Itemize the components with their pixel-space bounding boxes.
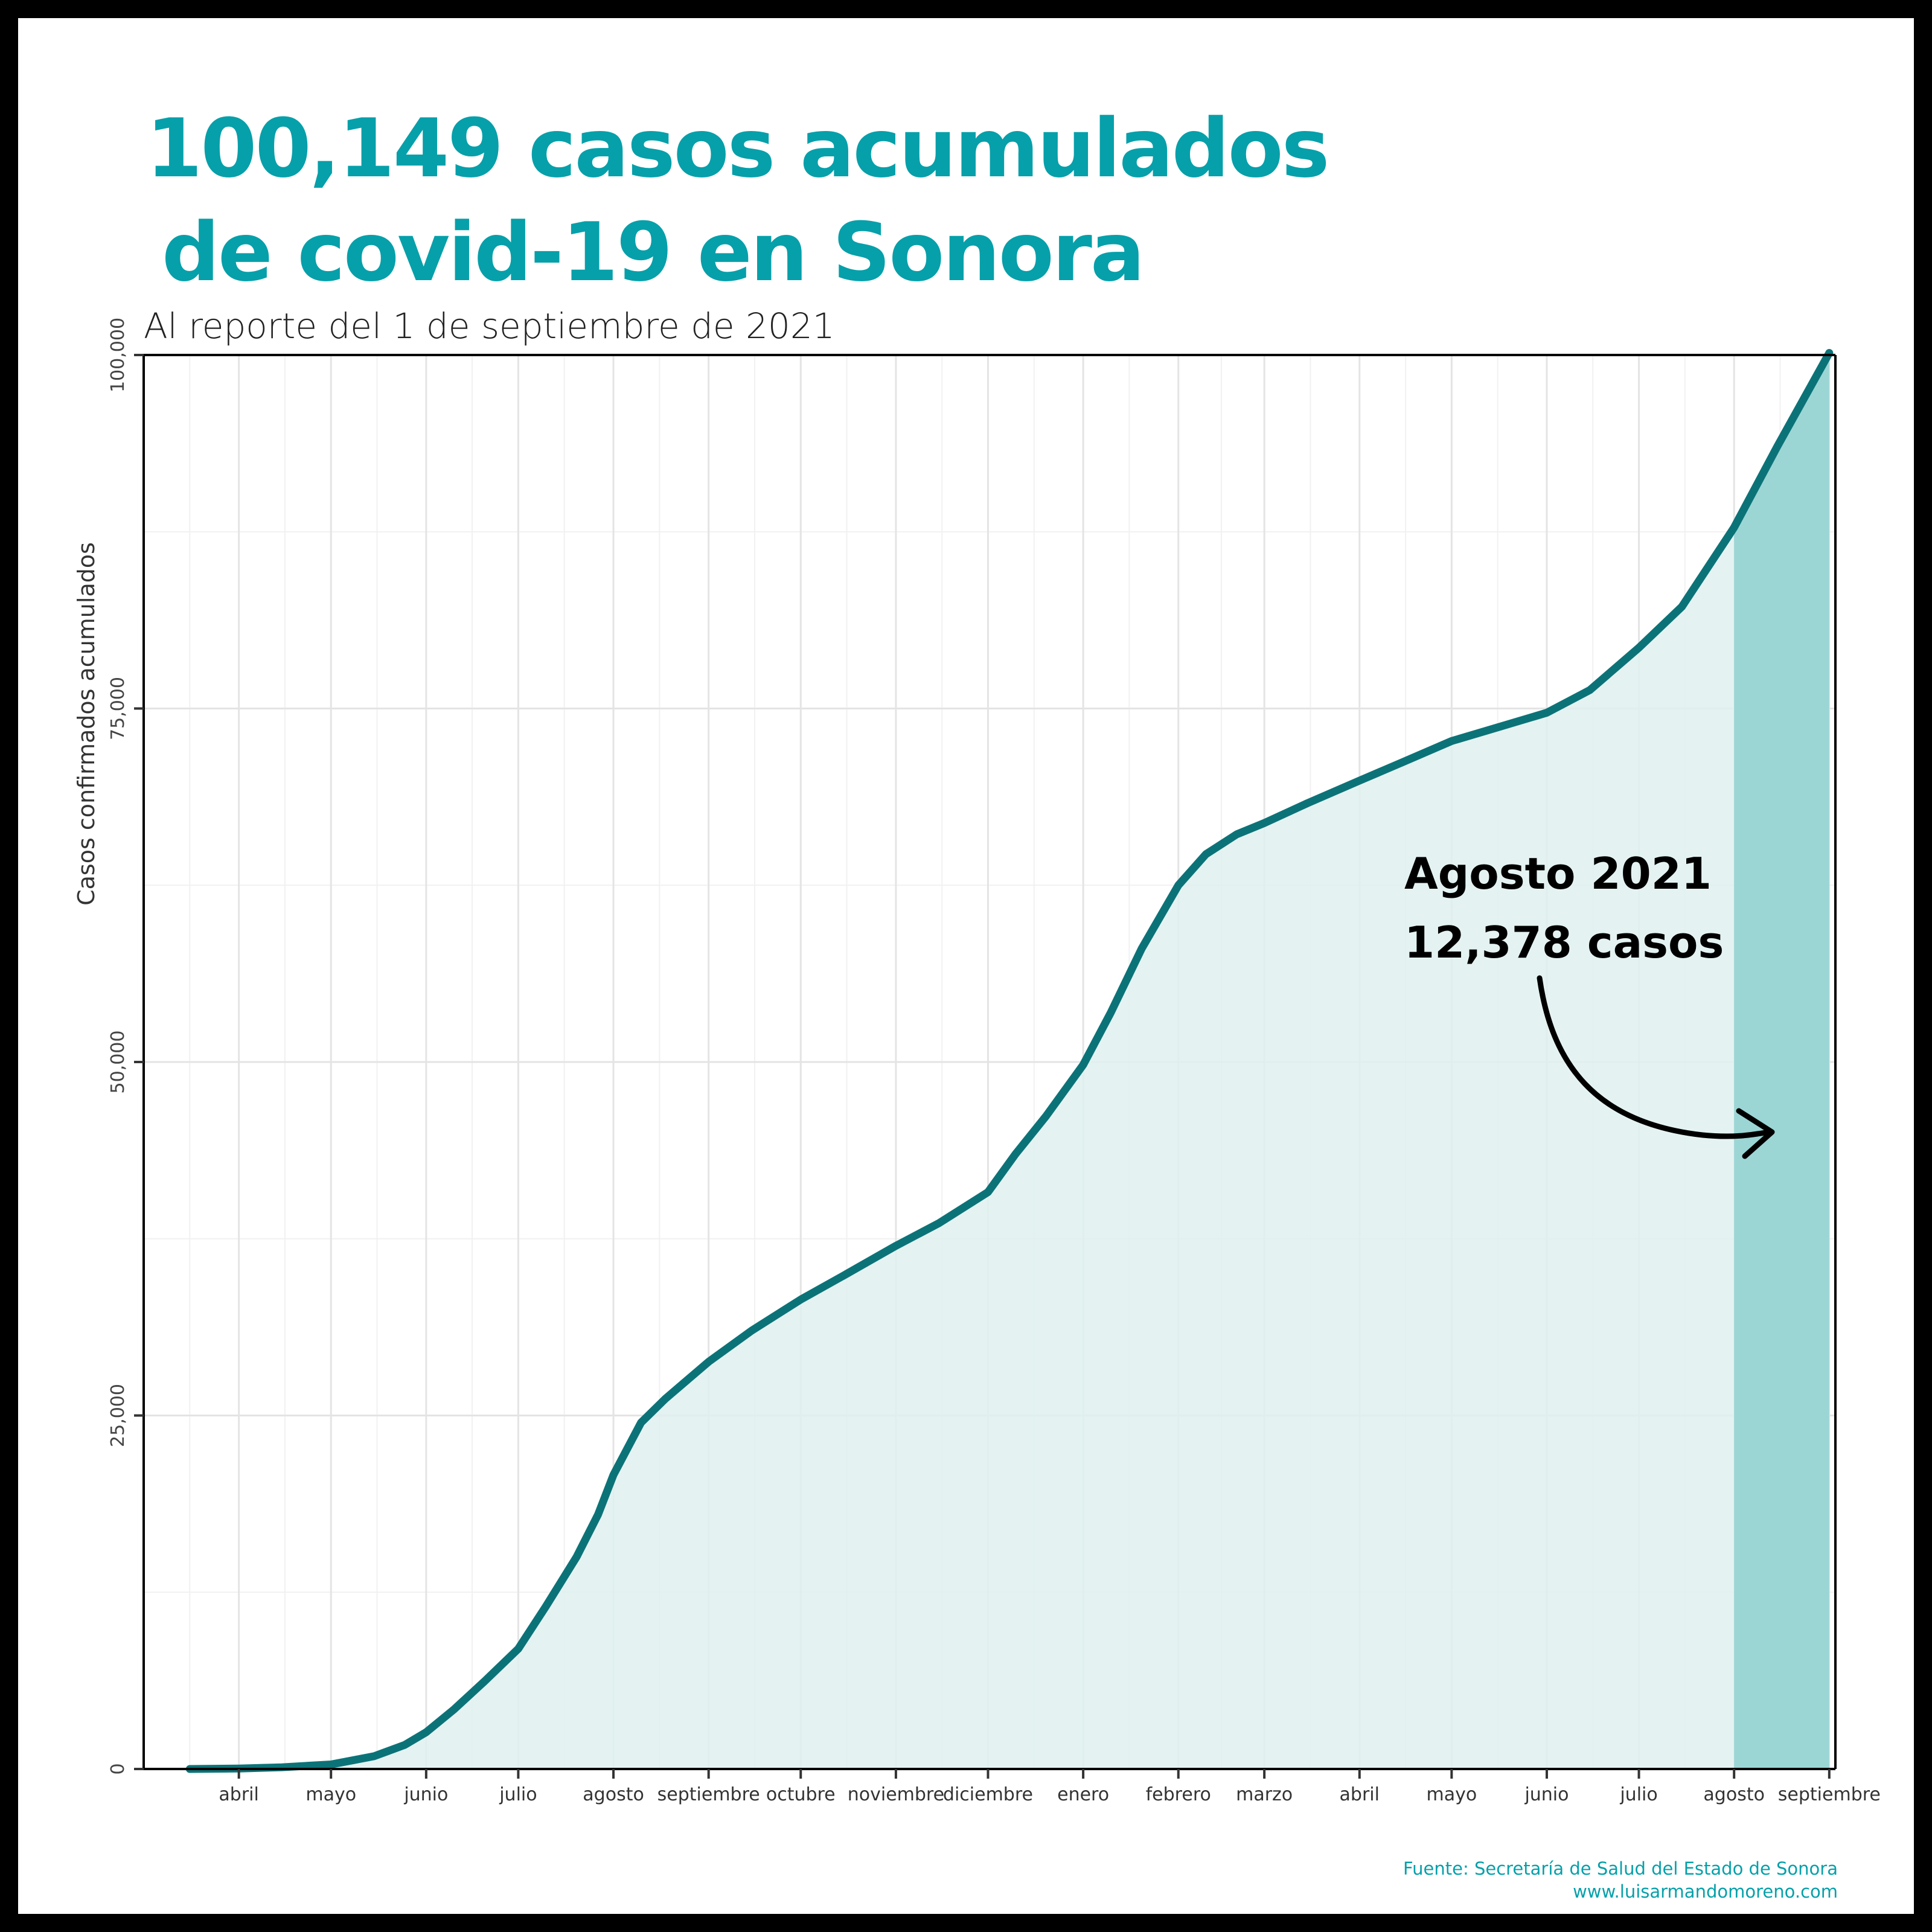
x-tick-label: enero <box>1057 1784 1109 1805</box>
annotation-arrow <box>1537 975 1772 1139</box>
y-tick-label: 0 <box>107 1763 129 1774</box>
x-tick-label: abril <box>1340 1784 1380 1805</box>
x-tick-label: agosto <box>583 1784 644 1805</box>
x-tick-label: diciembre <box>943 1784 1033 1805</box>
y-tick-label: 100,000 <box>107 318 129 392</box>
x-tick-label: septiembre <box>1778 1784 1881 1805</box>
x-tick-label: agosto <box>1703 1784 1765 1805</box>
y-tick-label: 25,000 <box>107 1384 129 1447</box>
x-tick-label: julio <box>1619 1784 1657 1805</box>
x-tick-label: abril <box>219 1784 258 1805</box>
x-tick-label: junio <box>403 1784 448 1805</box>
august-2021-highlight <box>1734 353 1829 1769</box>
annotation-label: Agosto 2021 <box>1404 848 1712 899</box>
title-line-1: 100,149 casos acumulados <box>146 101 1329 196</box>
source-url: www.luisarmandomoreno.com <box>1573 1881 1838 1902</box>
x-tick-label: septiembre <box>657 1784 760 1805</box>
cases-area <box>190 353 1829 1769</box>
x-tick-label: julio <box>499 1784 537 1805</box>
annotation-arrowhead <box>1736 1108 1775 1159</box>
x-tick-label: marzo <box>1236 1784 1293 1805</box>
x-tick-label: febrero <box>1146 1784 1211 1805</box>
source-credit: Fuente: Secretaría de Salud del Estado d… <box>1403 1857 1838 1903</box>
title-line-2: de covid-19 en Sonora <box>162 205 1145 299</box>
x-tick-label: noviembre <box>848 1784 944 1805</box>
chart-title: 100,149 casos acumulados de covid-19 en … <box>146 97 1595 304</box>
cumulative-cases-line <box>185 349 1834 1773</box>
x-tick-label: octubre <box>766 1784 836 1805</box>
x-tick-label: junio <box>1524 1784 1569 1805</box>
source-text: Fuente: Secretaría de Salud del Estado d… <box>1403 1858 1838 1879</box>
chart-subtitle: Al reporte del 1 de septiembre de 2021 <box>144 305 835 347</box>
annotation-value: 12,378 casos <box>1404 917 1724 968</box>
x-tick-label: mayo <box>305 1784 356 1805</box>
x-tick-label: mayo <box>1426 1784 1477 1805</box>
y-axis-label: Casos confirmados acumulados <box>73 542 100 906</box>
y-tick-label: 50,000 <box>107 1031 129 1094</box>
y-tick-label: 75,000 <box>107 677 129 740</box>
